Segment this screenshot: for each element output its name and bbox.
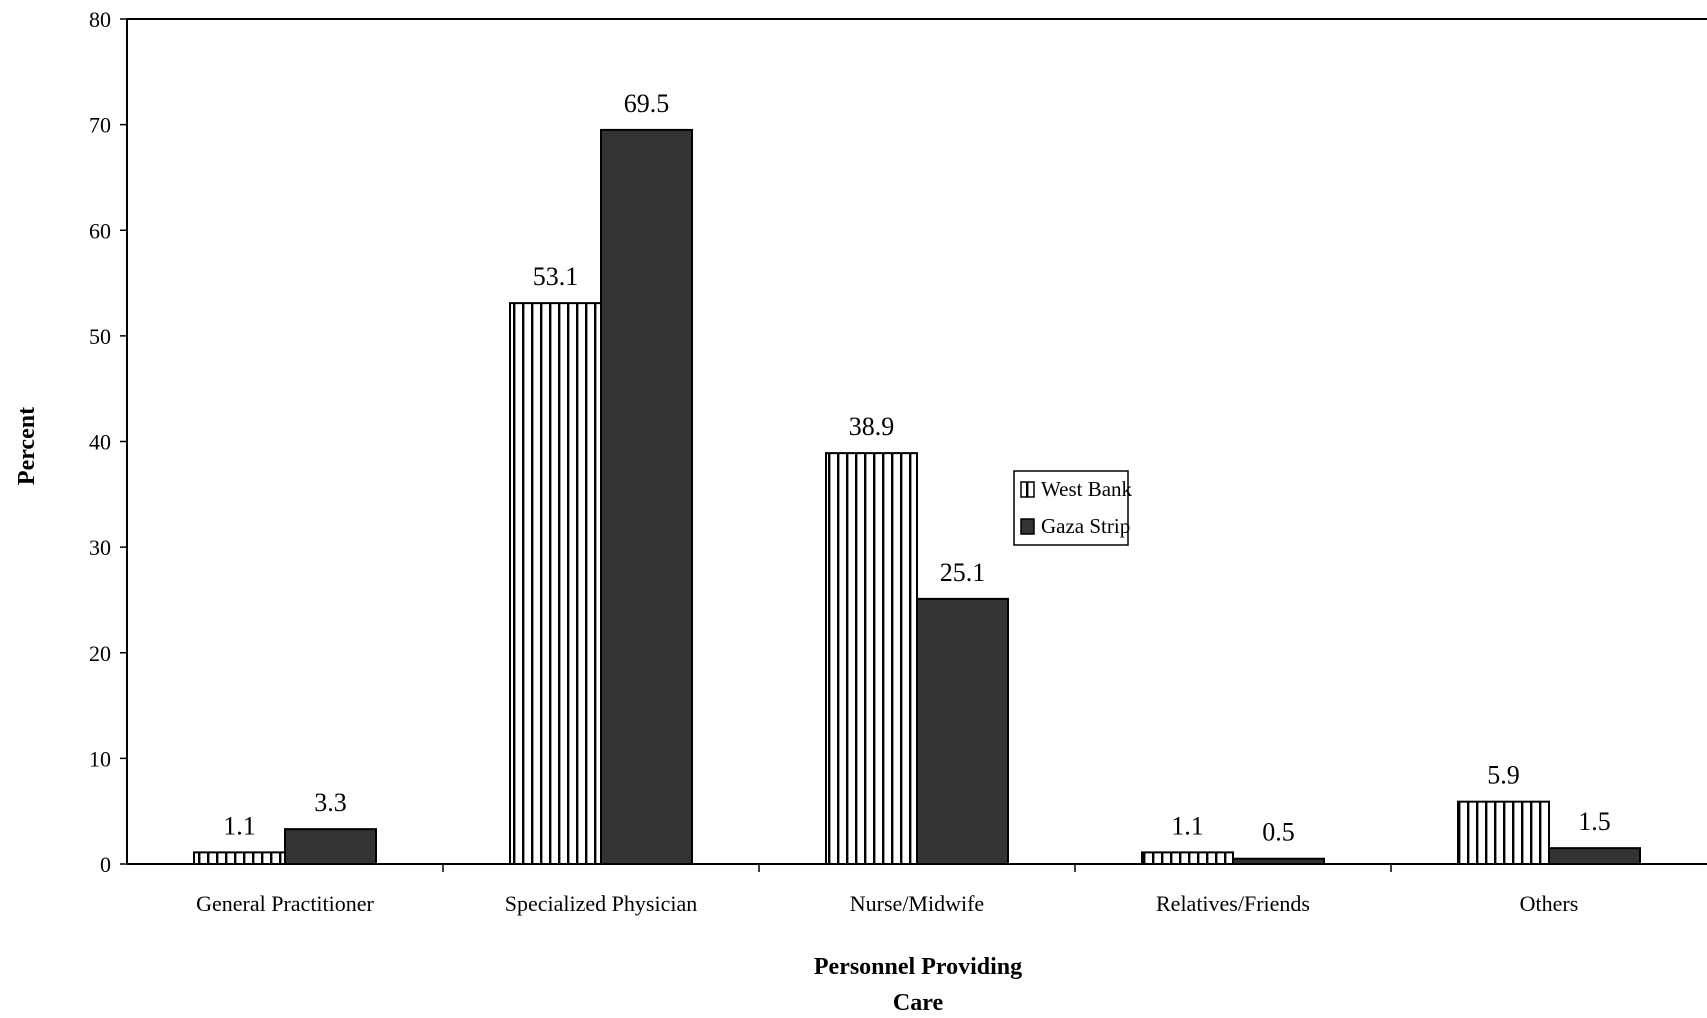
data-label: 1.1 xyxy=(223,811,256,840)
data-label: 53.1 xyxy=(533,262,579,291)
bar-gaza-strip xyxy=(917,599,1008,864)
bar-gaza-strip xyxy=(601,130,692,864)
data-label: 0.5 xyxy=(1262,818,1295,847)
bar-west-bank xyxy=(1458,802,1549,864)
bar-west-bank xyxy=(1142,852,1233,864)
y-tick-label: 70 xyxy=(89,113,111,138)
legend-label: West Bank xyxy=(1041,477,1133,501)
y-tick-label: 30 xyxy=(89,535,111,560)
bar-west-bank xyxy=(510,303,601,864)
bar-west-bank xyxy=(826,453,917,864)
x-axis-title-line-2: Care xyxy=(893,990,944,1016)
bar-gaza-strip xyxy=(1549,848,1640,864)
data-label: 3.3 xyxy=(314,788,347,817)
data-label: 5.9 xyxy=(1487,761,1520,790)
y-tick-label: 60 xyxy=(89,218,111,243)
y-tick-label: 80 xyxy=(89,7,111,32)
y-tick-label: 20 xyxy=(89,641,111,666)
y-tick-label: 10 xyxy=(89,746,111,771)
y-axis-title: Percent xyxy=(14,407,40,485)
legend: West Bank Gaza Strip xyxy=(1014,471,1133,545)
y-tick-label: 40 xyxy=(89,430,111,455)
data-label: 69.5 xyxy=(624,89,670,118)
bars-layer xyxy=(194,130,1640,864)
x-category-label: Relatives/Friends xyxy=(1156,891,1310,916)
data-label: 1.1 xyxy=(1171,811,1204,840)
data-label: 25.1 xyxy=(940,558,986,587)
data-label: 38.9 xyxy=(849,412,895,441)
x-category-label: General Practitioner xyxy=(196,891,374,916)
data-label: 1.5 xyxy=(1578,807,1611,836)
x-category-label: Specialized Physician xyxy=(505,891,697,916)
y-tick-label: 0 xyxy=(100,852,111,877)
y-tick-label: 50 xyxy=(89,324,111,349)
bar-gaza-strip xyxy=(285,829,376,864)
bar-gaza-strip xyxy=(1233,859,1324,864)
legend-label: Gaza Strip xyxy=(1041,514,1130,538)
legend-swatch xyxy=(1021,482,1034,497)
x-axis-title-line-1: Personnel Providing xyxy=(814,954,1022,980)
x-category-label: Nurse/Midwife xyxy=(850,891,984,916)
bar-west-bank xyxy=(194,852,285,864)
legend-swatch xyxy=(1021,519,1034,534)
x-category-label: Others xyxy=(1520,891,1579,916)
